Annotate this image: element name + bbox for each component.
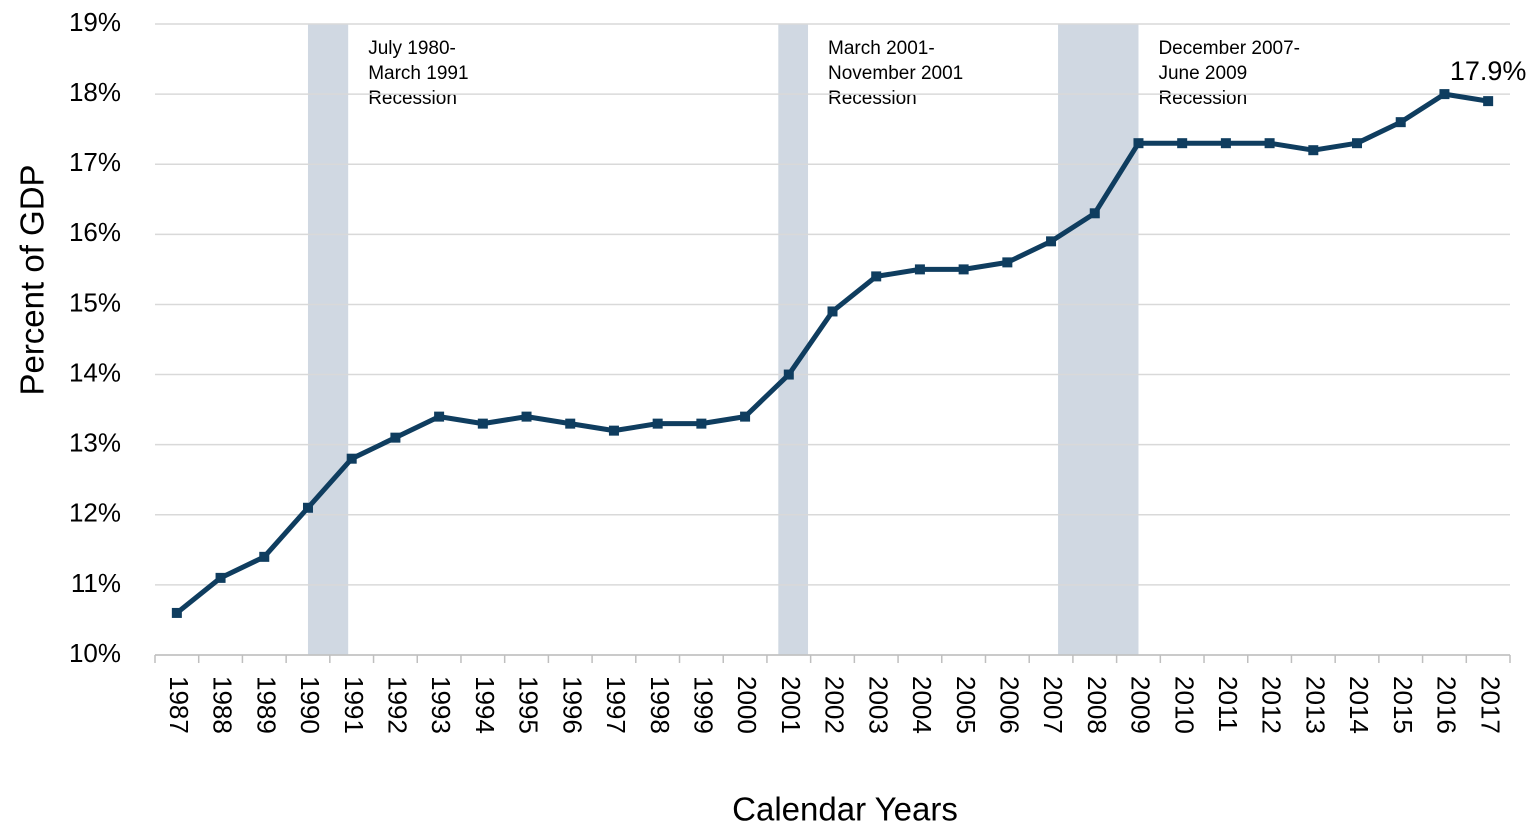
x-tick-label: 1993: [426, 676, 456, 734]
data-point: [477, 418, 488, 429]
x-tick-label: 2015: [1388, 676, 1418, 734]
data-point: [827, 306, 838, 317]
x-tick-label: 2011: [1213, 676, 1243, 732]
data-point: [914, 264, 925, 275]
data-point: [171, 607, 182, 618]
recession-label: Recession: [1158, 88, 1247, 109]
x-tick-label: 1994: [470, 676, 500, 734]
recession-label: March 1991: [368, 63, 468, 84]
data-point: [1133, 138, 1144, 149]
x-tick-label: 1996: [557, 676, 587, 734]
x-tick-label: 1997: [601, 676, 631, 734]
recession-band: [307, 24, 349, 655]
recession-label: March 2001-: [828, 38, 935, 59]
x-tick-label: 2000: [732, 676, 762, 734]
recession-label: November 2001: [828, 63, 963, 84]
x-tick-label: 1998: [645, 676, 675, 734]
recession-label: July 1980-: [368, 38, 456, 59]
x-tick-label: 2006: [994, 676, 1024, 734]
data-point: [1352, 138, 1363, 149]
y-tick-label: 17%: [69, 147, 121, 177]
x-tick-label: 2005: [951, 676, 981, 734]
data-point: [1439, 89, 1450, 100]
x-tick-label: 2007: [1038, 676, 1068, 734]
x-tick-label: 2014: [1344, 676, 1374, 734]
data-point: [958, 264, 969, 275]
data-point: [1308, 145, 1319, 156]
y-tick-label: 13%: [69, 428, 121, 458]
data-point: [1395, 117, 1406, 128]
x-tick-label: 2010: [1169, 676, 1199, 734]
data-point: [608, 425, 619, 436]
recession-band: [778, 24, 809, 655]
data-point: [1264, 138, 1275, 149]
x-tick-label: 2002: [820, 676, 850, 734]
x-tick-label: 2016: [1432, 676, 1462, 734]
x-tick-label: 2009: [1126, 676, 1156, 734]
data-point: [1220, 138, 1231, 149]
data-point: [1177, 138, 1188, 149]
data-point: [652, 418, 663, 429]
recession-label: June 2009: [1158, 63, 1247, 84]
data-point: [1483, 96, 1494, 107]
y-tick-label: 16%: [69, 217, 121, 247]
data-point: [215, 572, 226, 583]
y-tick-label: 14%: [69, 357, 121, 387]
recession-label: December 2007-: [1158, 38, 1300, 59]
data-point: [1046, 236, 1057, 247]
x-tick-label: 2003: [863, 676, 893, 734]
data-line: [175, 91, 1489, 615]
x-tick-label: 1987: [164, 676, 194, 734]
recession-band: [1058, 24, 1139, 655]
data-point: [740, 411, 751, 422]
data-point: [521, 411, 532, 422]
x-tick-label: 1991: [339, 676, 369, 734]
x-tick-label: 1992: [383, 676, 413, 734]
x-tick-label: 2013: [1300, 676, 1330, 734]
data-point: [783, 369, 794, 380]
y-tick-label: 18%: [69, 77, 121, 107]
recession-label: Recession: [368, 88, 457, 109]
x-axis-label: Calendar Years: [732, 791, 958, 828]
data-point: [259, 551, 270, 562]
y-tick-label: 10%: [69, 638, 121, 668]
x-tick-label: 1990: [295, 676, 325, 734]
data-point: [302, 502, 313, 513]
data-point: [390, 432, 401, 443]
x-tick-label: 2004: [907, 676, 937, 734]
y-axis-label: Percent of GDP: [14, 164, 51, 395]
x-tick-label: 1995: [514, 676, 544, 734]
x-tick-label: 2008: [1082, 676, 1112, 734]
x-tick-label: 1989: [251, 676, 281, 734]
x-tick-label: 1999: [688, 676, 718, 734]
y-tick-label: 11%: [71, 568, 121, 598]
x-tick-label: 2012: [1257, 676, 1287, 734]
data-point: [871, 271, 882, 282]
x-tick-label: 2001: [776, 676, 806, 734]
x-tick-label: 2017: [1475, 676, 1505, 734]
data-point: [434, 411, 445, 422]
y-tick-label: 15%: [69, 287, 121, 317]
data-point: [346, 453, 357, 464]
data-point: [565, 418, 576, 429]
data-point: [1002, 257, 1013, 268]
x-tick-label: 1988: [208, 676, 238, 734]
y-tick-label: 12%: [69, 498, 121, 528]
recession-label: Recession: [828, 88, 917, 109]
y-tick-label: 19%: [69, 7, 121, 37]
data-point: [696, 418, 707, 429]
data-point: [1089, 208, 1100, 219]
data-label: 17.9%: [1450, 56, 1527, 86]
